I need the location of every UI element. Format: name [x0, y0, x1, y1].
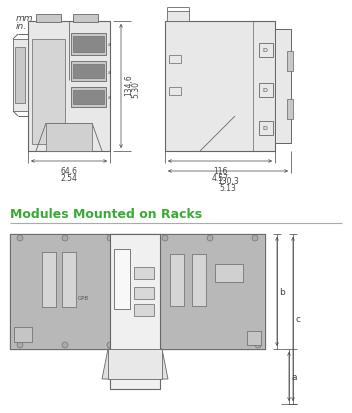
Text: c: c — [295, 315, 300, 324]
Bar — [170, 254, 184, 306]
Circle shape — [62, 235, 68, 242]
Text: a: a — [156, 291, 159, 296]
Text: 116: 116 — [213, 166, 227, 176]
Text: 64,6: 64,6 — [61, 166, 77, 176]
Bar — [14, 327, 32, 342]
Bar — [71, 34, 106, 56]
Bar — [32, 40, 65, 145]
Bar — [46, 124, 92, 152]
Text: in.: in. — [16, 22, 27, 31]
Bar — [287, 100, 293, 120]
Bar — [13, 40, 28, 112]
Bar — [10, 235, 265, 349]
Bar — [169, 88, 181, 96]
Bar — [287, 52, 293, 72]
Circle shape — [255, 342, 261, 348]
Bar — [28, 22, 110, 152]
Bar — [110, 235, 160, 389]
Text: 134,6: 134,6 — [124, 74, 133, 96]
Bar — [71, 62, 106, 82]
Bar — [36, 15, 61, 23]
Text: Modules Mounted on Racks: Modules Mounted on Racks — [10, 207, 202, 221]
Circle shape — [171, 70, 179, 78]
Bar — [42, 252, 56, 307]
Circle shape — [17, 342, 23, 348]
Circle shape — [17, 235, 23, 242]
Ellipse shape — [235, 250, 251, 274]
Circle shape — [62, 342, 68, 348]
Bar — [275, 30, 291, 144]
Bar — [73, 65, 104, 79]
Bar — [71, 88, 106, 108]
Bar — [134, 267, 154, 279]
Bar — [155, 235, 265, 349]
Bar — [114, 249, 130, 309]
Text: 5.30: 5.30 — [131, 80, 140, 97]
Text: a: a — [291, 372, 296, 381]
Text: D: D — [262, 126, 267, 131]
Ellipse shape — [18, 283, 34, 311]
Bar — [73, 15, 98, 23]
Ellipse shape — [116, 255, 128, 303]
Bar — [165, 22, 275, 152]
Bar — [73, 91, 104, 105]
Text: D: D — [262, 48, 267, 53]
Ellipse shape — [235, 309, 251, 333]
Bar — [134, 304, 154, 316]
Text: GPB: GPB — [78, 296, 89, 301]
Bar — [10, 235, 115, 349]
Circle shape — [171, 102, 179, 110]
Text: mm: mm — [16, 14, 33, 23]
Text: 2.54: 2.54 — [61, 173, 77, 183]
Text: a: a — [156, 308, 159, 313]
Text: a: a — [108, 69, 112, 74]
Bar — [259, 84, 273, 98]
Bar — [10, 235, 265, 242]
Text: 5.13: 5.13 — [220, 183, 237, 192]
Circle shape — [171, 38, 179, 46]
Bar — [192, 254, 206, 306]
Bar — [167, 12, 189, 22]
Bar — [259, 122, 273, 136]
Bar — [215, 264, 243, 282]
Bar — [108, 349, 162, 379]
Text: a: a — [156, 271, 159, 276]
Bar — [73, 37, 104, 53]
Text: 4.57: 4.57 — [212, 173, 228, 183]
Text: 130,3: 130,3 — [217, 177, 239, 185]
Circle shape — [107, 342, 113, 348]
Circle shape — [107, 235, 113, 242]
Bar — [134, 287, 154, 299]
Circle shape — [252, 235, 258, 242]
Bar — [247, 331, 261, 345]
Circle shape — [162, 235, 168, 242]
Text: a: a — [108, 95, 112, 100]
Bar — [15, 48, 25, 104]
Polygon shape — [102, 349, 168, 379]
Text: D: D — [262, 88, 267, 93]
Text: b: b — [279, 287, 285, 296]
Bar — [169, 56, 181, 64]
Text: a: a — [108, 43, 112, 47]
Circle shape — [207, 235, 213, 242]
Bar — [62, 252, 76, 307]
Bar — [259, 44, 273, 58]
